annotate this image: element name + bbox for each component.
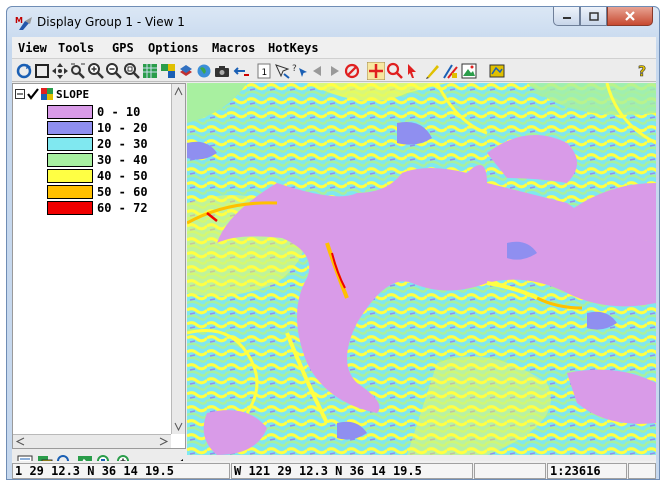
legend-swatch	[47, 120, 93, 135]
legend-label: 60 - 72	[97, 200, 148, 215]
next-icon[interactable]	[325, 62, 343, 80]
status-coordinates-right: W 121 29 12.3 N 36 14 19.5	[231, 463, 473, 479]
scroll-right-small-icon[interactable]	[156, 435, 170, 448]
legend-entry: 60 - 72	[47, 200, 148, 215]
magnifier-icon[interactable]	[386, 62, 404, 80]
legend-swatch	[47, 184, 93, 199]
zoom-box-icon[interactable]	[123, 62, 141, 80]
pointer-icon[interactable]	[404, 62, 422, 80]
title-bar[interactable]: M Display Group 1 - View 1	[7, 7, 659, 37]
menu-view[interactable]: View	[18, 41, 47, 55]
status-empty-field	[474, 463, 546, 479]
page-icon[interactable]: 1	[255, 62, 273, 80]
globe-icon[interactable]	[195, 62, 213, 80]
close-button[interactable]	[607, 7, 653, 26]
legend-label: 10 - 20	[97, 120, 148, 135]
layer-type-icon	[41, 88, 53, 100]
map-icon[interactable]	[488, 62, 506, 80]
edit-icon[interactable]	[424, 62, 442, 80]
window-title: Display Group 1 - View 1	[37, 15, 185, 29]
status-bar: 1 29 12.3 N 36 14 19.5 W 121 29 12.3 N 3…	[12, 461, 656, 479]
legend-vertical-scrollbar[interactable]	[171, 84, 185, 434]
main-toolbar: 1 ? ?	[12, 60, 656, 82]
layer-grid-icon[interactable]	[141, 62, 159, 80]
redraw-icon[interactable]	[15, 62, 33, 80]
legend-entry: 50 - 60	[47, 184, 148, 199]
status-resize-grip[interactable]	[628, 463, 656, 479]
legend-label: 0 - 10	[97, 104, 141, 119]
legend-entry: 0 - 10	[47, 104, 140, 119]
menu-hotkeys[interactable]: HotKeys	[268, 41, 319, 55]
sketch-icon[interactable]	[442, 62, 460, 80]
slope-raster[interactable]	[187, 83, 656, 455]
scroll-left-small-icon[interactable]	[14, 435, 28, 448]
stop-icon[interactable]	[343, 62, 361, 80]
legend-entry: 20 - 30	[47, 136, 148, 151]
minimize-button[interactable]	[553, 7, 580, 26]
page-number: 1	[262, 68, 268, 78]
collapse-icon[interactable]	[15, 89, 25, 99]
full-view-icon[interactable]	[33, 62, 51, 80]
status-coordinates-left: 1 29 12.3 N 36 14 19.5	[12, 463, 230, 479]
svg-text:?: ?	[638, 64, 646, 80]
layer-header: SLOPE	[15, 86, 89, 102]
svg-text:M: M	[15, 16, 23, 25]
menu-tools[interactable]: Tools	[58, 41, 95, 55]
close-icon	[625, 11, 635, 21]
map-canvas[interactable]	[187, 83, 656, 455]
menu-gps[interactable]: GPS	[112, 41, 134, 55]
legend-entry: 10 - 20	[47, 120, 148, 135]
legend-swatch	[47, 136, 93, 151]
legend-swatch	[47, 104, 93, 119]
legend-label: 30 - 40	[97, 152, 148, 167]
svg-text:?: ?	[292, 64, 297, 74]
status-scale[interactable]: 1:23616	[547, 463, 627, 479]
app-logo-icon: M	[15, 16, 32, 30]
stack-icon[interactable]	[177, 62, 195, 80]
legend-entry: 40 - 50	[47, 168, 148, 183]
camera-icon[interactable]	[213, 62, 231, 80]
crosshair-icon[interactable]	[367, 62, 385, 80]
scroll-up-icon[interactable]	[172, 85, 185, 99]
checkmark-icon[interactable]	[27, 88, 39, 100]
legend-swatch	[47, 200, 93, 215]
zoom-back-icon[interactable]	[233, 62, 251, 80]
legend-horizontal-scrollbar[interactable]	[13, 434, 171, 448]
layer-controls-icon[interactable]	[159, 62, 177, 80]
legend-entry: 30 - 40	[47, 152, 148, 167]
pan-icon[interactable]	[51, 62, 69, 80]
legend-panel: SLOPE 0 - 10 10 - 20 20 - 30 30 - 40 40 …	[12, 83, 186, 449]
menu-options[interactable]: Options	[148, 41, 199, 55]
zoom-fit-icon[interactable]	[69, 62, 87, 80]
client-area: View Tools GPS Options Macros HotKeys 1 …	[12, 37, 656, 479]
app-window: M Display Group 1 - View 1 View Tools GP…	[6, 6, 660, 480]
image-icon[interactable]	[460, 62, 478, 80]
menu-macros[interactable]: Macros	[212, 41, 256, 55]
zoom-out-icon[interactable]	[105, 62, 123, 80]
legend-label: 20 - 30	[97, 136, 148, 151]
layer-name: SLOPE	[56, 87, 90, 101]
maximize-button[interactable]	[580, 7, 607, 26]
legend-label: 40 - 50	[97, 168, 148, 183]
cursor-query-icon[interactable]: ?	[291, 62, 309, 80]
legend-swatch	[47, 168, 93, 183]
scroll-down-icon[interactable]	[172, 419, 185, 433]
legend-swatch	[47, 152, 93, 167]
zoom-in-icon[interactable]	[87, 62, 105, 80]
maximize-icon	[588, 11, 599, 21]
legend-label: 50 - 60	[97, 184, 148, 199]
menu-bar: View Tools GPS Options Macros HotKeys	[12, 37, 656, 59]
select-icon[interactable]	[273, 62, 291, 80]
help-icon[interactable]: ?	[634, 62, 652, 80]
minimize-icon	[562, 17, 571, 19]
prev-icon[interactable]	[309, 62, 327, 80]
